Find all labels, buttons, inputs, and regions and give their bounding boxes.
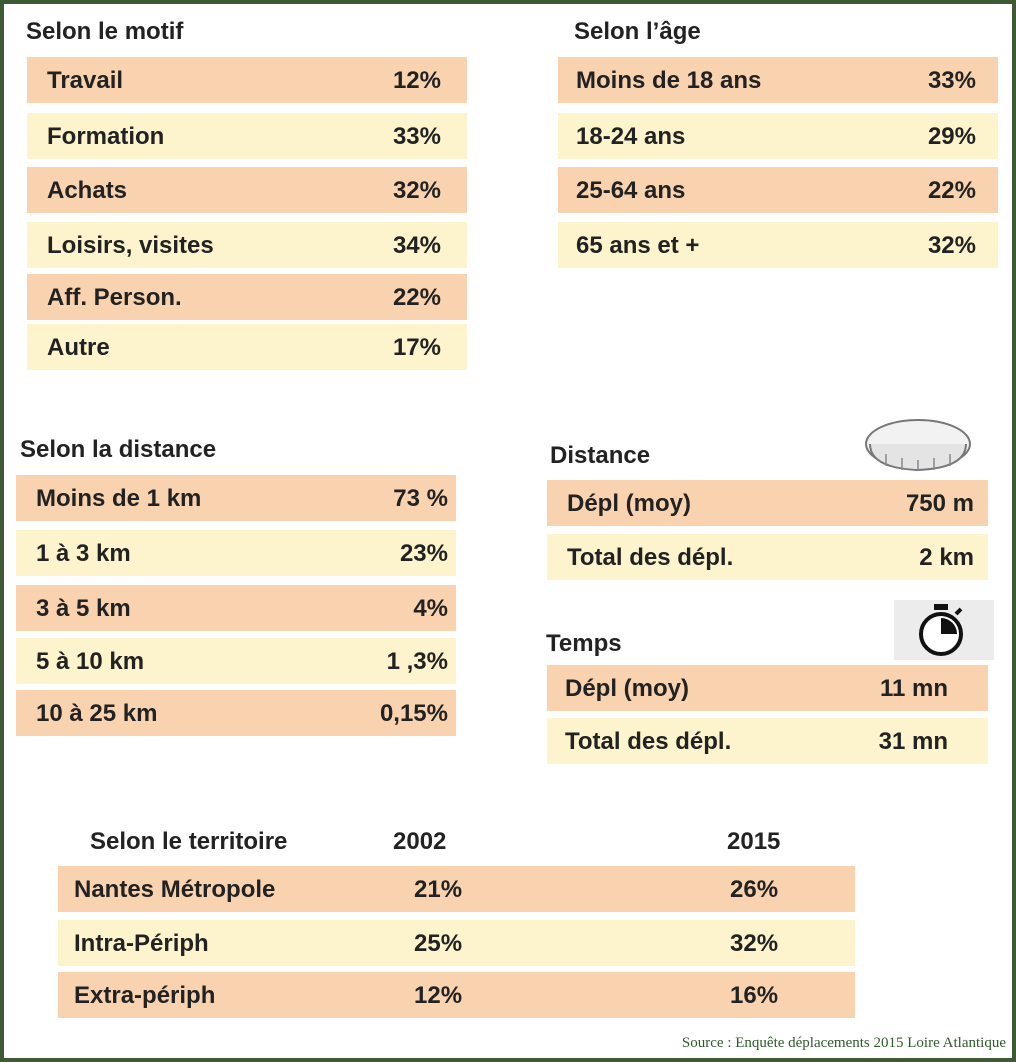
row-value: 4% [413,595,448,622]
row-value: 11 mn [879,675,948,702]
stopwatch-icon [894,600,994,660]
row-value: 34% [392,232,441,259]
table-row: Formation 33% [27,113,467,159]
column-header: 2002 [393,828,447,855]
row-value: 32% [927,232,976,259]
row-label: 65 ans et + [576,232,700,259]
table-row: Travail 12% [27,57,467,103]
row-label: 5 à 10 km [36,648,145,675]
row-label: Intra-Périph [74,930,209,957]
section-title: Distance [550,442,651,469]
row-label: Loisirs, visites [47,232,214,259]
row-label: Dépl (moy) [567,490,692,517]
row-value: 23% [399,540,448,567]
row-value: 26% [730,876,779,903]
table-row: Dépl (moy) 750 m [547,480,988,526]
table-row: Autre 17% [27,324,467,370]
row-value: 33% [927,67,976,94]
row-label: Formation [47,123,165,150]
row-label: 18-24 ans [576,123,686,150]
tape-measure-icon [865,419,971,472]
row-value: 31 mn [878,728,948,755]
column-header: 2015 [727,828,781,855]
row-value: 29% [927,123,976,150]
table-row: Total des dépl. 31 mn [547,718,988,764]
row-value: 73 % [393,485,448,512]
table-row: Achats 32% [27,167,467,213]
table-row: Moins de 18 ans 33% [558,57,998,103]
row-value: 22% [927,177,976,204]
source: Source : Enquête déplacements 2015 Loire… [681,1035,1006,1051]
row-value: 16% [730,982,779,1009]
table-row: 25-64 ans 22% [558,167,998,213]
table-row: Extra-périph 12% 16% [58,972,855,1018]
table-row: 18-24 ans 29% [558,113,998,159]
row-label: 10 à 25 km [36,700,158,727]
row-label: Moins de 1 km [36,485,202,512]
table-row: Loisirs, visites 34% [27,222,467,268]
row-label: Total des dépl. [567,544,734,571]
row-label: 25-64 ans [576,177,686,204]
table-row: Aff. Person. 22% [27,274,467,320]
table-row: 1 à 3 km 23% [16,530,456,576]
row-value: 12% [392,67,441,94]
table-row: 65 ans et + 32% [558,222,998,268]
column-header: Selon le territoire [90,828,288,855]
row-label: Dépl (moy) [565,675,690,702]
row-label: Achats [47,177,128,204]
row-value: 2 km [919,544,974,571]
row-label: Extra-périph [74,982,216,1009]
row-value: 21% [414,876,463,903]
row-label: Aff. Person. [47,284,182,311]
row-value: 0,15% [379,700,448,727]
table-row: Intra-Périph 25% 32% [58,920,855,966]
section-title: Temps [546,630,622,657]
row-label: Travail [47,67,124,94]
row-value: 750 m [905,490,974,517]
row-label: Nantes Métropole [74,876,276,903]
row-label: 1 à 3 km [36,540,131,567]
row-label: Moins de 18 ans [576,67,762,94]
section-title: Selon l’âge [574,18,701,45]
row-value: 1 ,3% [386,648,448,675]
row-value: 32% [730,930,779,957]
table-row: 5 à 10 km 1 ,3% [16,638,456,684]
row-value: 12% [414,982,463,1009]
section-title: Selon le motif [26,18,184,45]
row-value: 17% [392,334,441,361]
row-label: Total des dépl. [565,728,732,755]
row-label: Autre [47,334,110,361]
table-row: Nantes Métropole 21% 26% [58,866,855,912]
table-row: 3 à 5 km 4% [16,585,456,631]
row-value: 32% [392,177,441,204]
row-value: 25% [414,930,463,957]
section-title: Selon la distance [20,436,217,463]
row-value: 22% [392,284,441,311]
row-label: 3 à 5 km [36,595,131,622]
table-row: Moins de 1 km 73 % [16,475,456,521]
table-row: Dépl (moy) 11 mn [547,665,988,711]
table-row: 10 à 25 km 0,15% [16,690,456,736]
row-value: 33% [392,123,441,150]
table-row: Total des dépl. 2 km [547,534,988,580]
